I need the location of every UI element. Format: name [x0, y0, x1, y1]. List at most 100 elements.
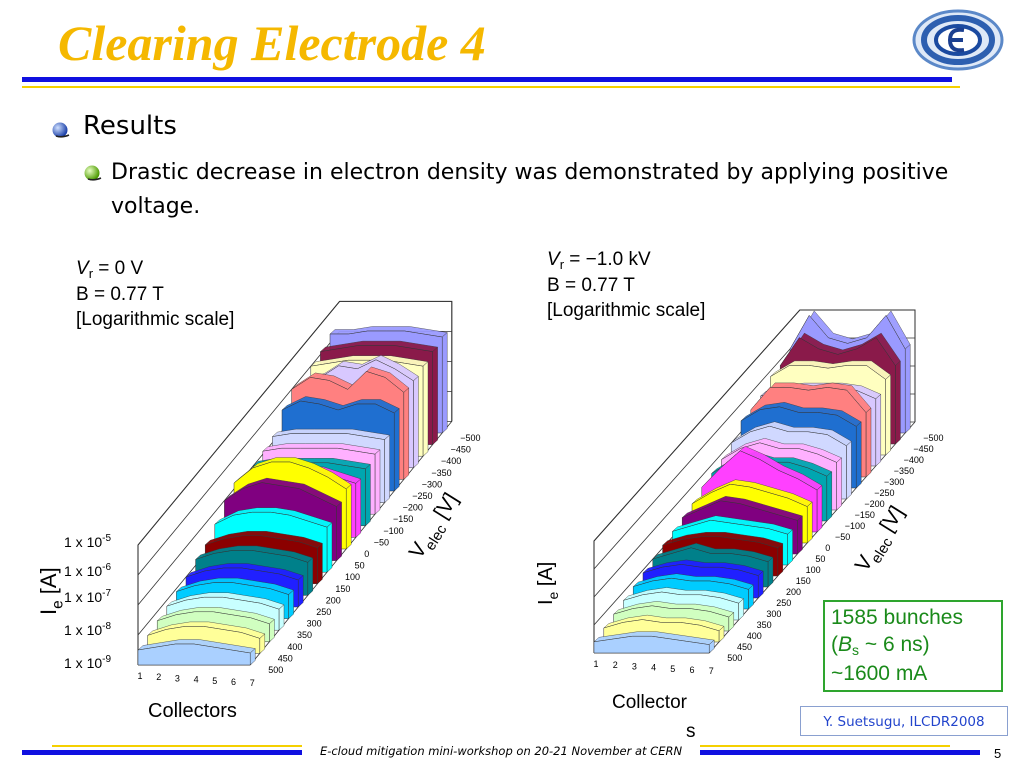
z-tick: −150 — [855, 510, 875, 520]
ribbon-side — [422, 361, 429, 457]
z-tick: 50 — [355, 561, 365, 571]
x-tick: 7 — [250, 678, 255, 688]
current-text: ~1600 mA — [831, 662, 928, 685]
z-tick: −450 — [451, 445, 471, 455]
z-tick: −350 — [431, 468, 451, 478]
ribbon-side — [298, 575, 304, 608]
footer-text: E-cloud mitigation mini-workshop on 20-2… — [319, 744, 683, 758]
ribbon-side — [346, 484, 352, 550]
bullet-sphere-icon — [52, 122, 70, 138]
ribbon-500 — [137, 643, 251, 666]
vr-subscript: r — [88, 266, 94, 281]
ribbon-side — [836, 457, 842, 511]
ribbon-side — [384, 434, 390, 504]
z-axis-label: Velec [V] — [851, 502, 913, 578]
bullet-results: Results — [83, 111, 177, 141]
z-tick: −300 — [884, 477, 904, 487]
z-tick: 250 — [316, 607, 331, 617]
title-rule-blue — [22, 77, 952, 82]
bullet-sphere-green-icon — [84, 165, 102, 181]
ribbon-side — [777, 543, 783, 577]
beam-info-box: 1585 bunches (Bs ~ 6 ns) ~1600 mA — [823, 600, 1003, 692]
z-tick: 100 — [806, 565, 821, 575]
z-tick: −250 — [874, 488, 894, 498]
z-tick: −100 — [383, 526, 403, 536]
z-tick: 0 — [825, 543, 830, 553]
right-plot-conditions: Vr = −1.0 kV B = 0.77 T [Logarithmic sca… — [547, 247, 705, 323]
z-tick: 200 — [786, 587, 801, 597]
y-axis-label: Ie [A] — [36, 567, 67, 615]
y-tick: 1 x 10-9 — [64, 654, 111, 671]
x-tick: 4 — [194, 675, 199, 685]
vr-value: = −1.0 kV — [564, 249, 651, 270]
ribbon-side — [317, 542, 323, 585]
ribbon-side — [816, 485, 823, 533]
z-tick: 100 — [345, 572, 360, 582]
x-axis-label: Collector — [612, 692, 688, 713]
ribbon-side — [403, 387, 409, 480]
ribbon-side — [307, 557, 313, 596]
scale-note: [Logarithmic scale] — [547, 300, 706, 321]
x-tick: 1 — [137, 671, 142, 681]
slide-title: Clearing Electrode 4 — [58, 15, 486, 71]
b-field: B = 0.77 T — [547, 275, 635, 296]
z-tick: −200 — [403, 503, 423, 513]
vr-symbol: V — [547, 249, 560, 270]
footer-rule-blue-left — [22, 750, 302, 755]
ribbon-side — [797, 515, 803, 555]
z-tick: 500 — [268, 665, 283, 675]
waterfall-plots: 1 2 3 4 5 6 7−500−450−400−350−300−250−200−150−… — [36, 300, 943, 742]
z-tick: 400 — [287, 642, 302, 652]
ribbon-500 — [593, 635, 710, 654]
z-tick: −500 — [460, 433, 480, 443]
z-tick: 400 — [747, 631, 762, 641]
z-tick: 500 — [727, 653, 742, 663]
ribbon-side — [865, 407, 872, 478]
ribbon-side — [905, 344, 911, 434]
z-tick: −100 — [845, 521, 865, 531]
z-tick: −500 — [923, 433, 943, 443]
z-tick: −250 — [412, 491, 432, 501]
b-field: B = 0.77 T — [76, 284, 164, 305]
ribbon-side — [413, 375, 419, 469]
z-tick: 150 — [796, 576, 811, 586]
ribbon-side — [826, 471, 832, 522]
z-tick: −400 — [904, 455, 924, 465]
footer-rule-yellow-left — [52, 745, 302, 747]
scale-note: [Logarithmic scale] — [76, 309, 235, 330]
bullet-drastic-decrease: Drastic decrease in electron density was… — [111, 160, 949, 219]
z-tick: −50 — [374, 537, 389, 547]
ribbon-side — [336, 501, 342, 562]
grid-line — [137, 301, 340, 546]
x-tick: 5 — [212, 676, 217, 686]
grid-line — [137, 331, 340, 576]
z-tick: 450 — [278, 653, 293, 663]
x-tick: 7 — [709, 666, 714, 676]
z-tick: 0 — [364, 549, 369, 559]
ribbon-side — [394, 408, 400, 492]
y-tick: 1 x 10-6 — [64, 562, 111, 579]
ribbon-side — [895, 360, 901, 445]
page-number: 5 — [994, 746, 1002, 761]
footer-rule-yellow-right — [700, 745, 950, 747]
y-tick: 1 x 10-7 — [64, 588, 111, 605]
ribbon-side — [758, 570, 764, 599]
vr-symbol: V — [76, 258, 89, 279]
spacing-subscript: s — [852, 642, 860, 658]
x-axis-label: Collectors — [148, 700, 237, 722]
left-plot-conditions: Vr = 0 V B = 0.77 T [Logarithmic scale] — [76, 256, 234, 332]
z-tick: −400 — [441, 456, 461, 466]
grid-line — [593, 337, 801, 570]
ribbon-side — [365, 463, 371, 527]
ribbon-side — [442, 332, 448, 434]
ribbon-side — [787, 529, 793, 566]
z-tick: 300 — [307, 619, 322, 629]
z-tick: −450 — [913, 444, 933, 454]
z-tick: −150 — [393, 514, 413, 524]
ribbon-side — [767, 556, 774, 588]
title-rule-yellow — [22, 86, 960, 88]
kek-logo-icon — [912, 9, 1004, 71]
spacing-symbol: B — [838, 633, 853, 656]
x-tick: 5 — [670, 664, 675, 674]
z-tick: 300 — [766, 609, 781, 619]
